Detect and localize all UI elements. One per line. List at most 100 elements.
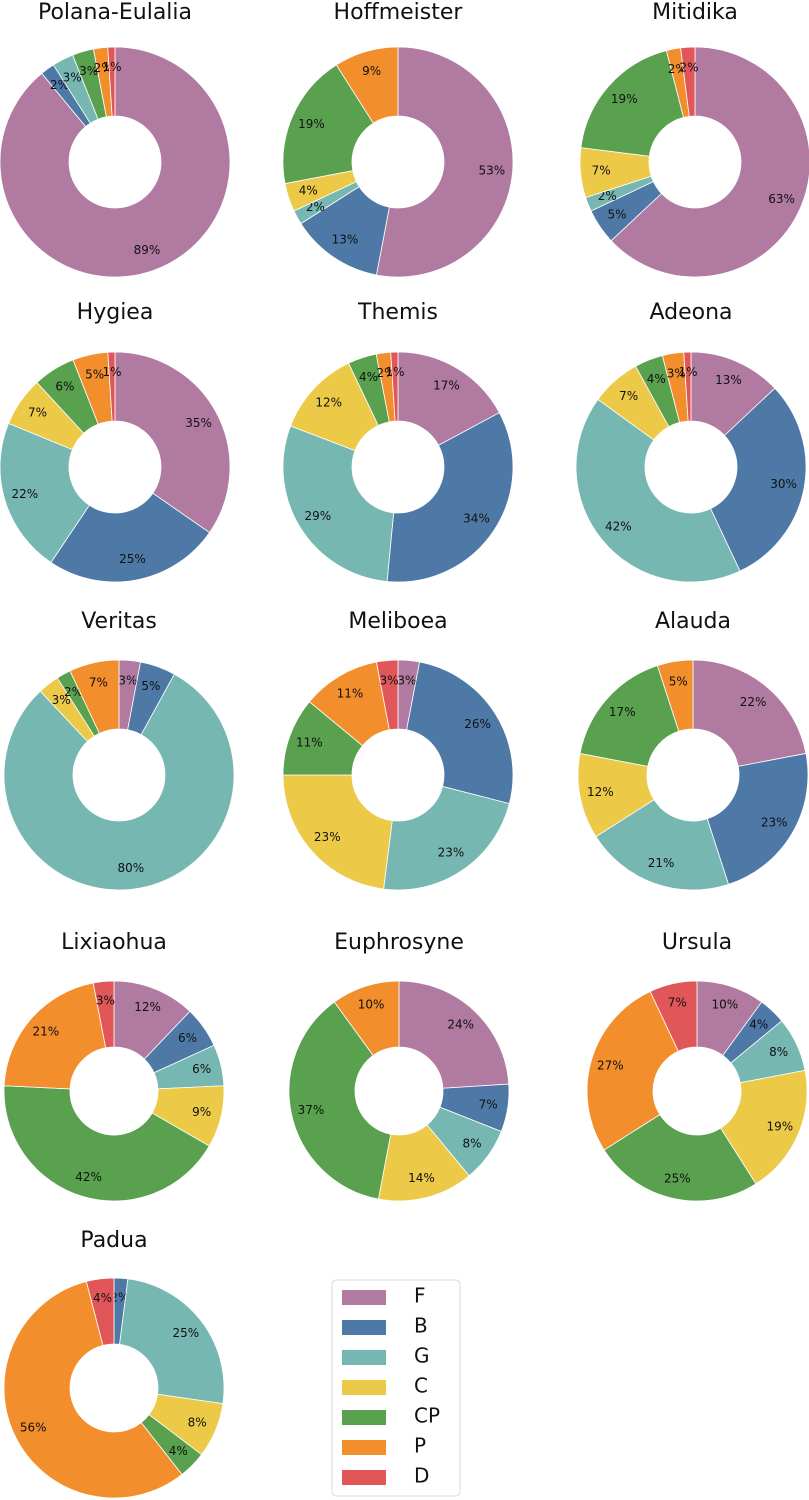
legend-label-c: C <box>414 1374 428 1398</box>
slice-label: 21% <box>32 1024 59 1038</box>
slice-f <box>0 46 231 278</box>
slice-p <box>3 1281 183 1499</box>
slice-d <box>375 659 399 731</box>
slice-label: 42% <box>75 1170 102 1184</box>
slice-label: 3% <box>118 674 137 688</box>
slice-label: 53% <box>479 163 506 177</box>
slice-label: 1% <box>103 60 122 74</box>
slice-label: 6% <box>192 1062 211 1076</box>
slice-label: 17% <box>433 379 460 393</box>
slice-label: 25% <box>172 1326 199 1340</box>
slice-label: 1% <box>385 365 404 379</box>
slice-f <box>397 351 500 446</box>
slice-label: 4% <box>299 184 318 198</box>
slice-f <box>398 980 510 1089</box>
slice-label: 4% <box>359 370 378 384</box>
slice-label: 13% <box>332 232 359 246</box>
slice-label: 6% <box>178 1031 197 1045</box>
slice-label: 80% <box>117 861 144 875</box>
slice-label: 14% <box>408 1171 435 1185</box>
legend-label-g: G <box>414 1344 430 1368</box>
slice-label: 29% <box>305 509 332 523</box>
legend-label-p: P <box>414 1434 426 1458</box>
slice-label: 3% <box>397 674 416 688</box>
slice-label: 10% <box>712 998 739 1012</box>
slice-g <box>0 422 90 564</box>
slice-label: 8% <box>188 1415 207 1429</box>
slice-label: 34% <box>463 512 490 526</box>
chart-title: Themis <box>357 300 438 325</box>
slice-label: 22% <box>740 695 767 709</box>
slice-d <box>92 980 115 1049</box>
donut-alauda: Alauda 22% 23% 21% 12% 17% 5% <box>577 609 809 891</box>
slice-label: 7% <box>668 995 687 1009</box>
slice-label: 23% <box>761 816 788 830</box>
slice-cp <box>603 1114 757 1202</box>
slice-p <box>656 659 694 732</box>
slice-label: 7% <box>592 163 611 177</box>
slice-label: 2% <box>680 60 699 74</box>
slice-p <box>333 980 400 1056</box>
donut-euphrosyne: Euphrosyne 24% 7% 8% 14% 37% 10% <box>288 930 510 1202</box>
slice-g <box>3 673 235 891</box>
slice-label: 7% <box>89 675 108 689</box>
slice-p <box>586 990 679 1151</box>
slice-label: 2% <box>668 62 687 76</box>
slice-label: 5% <box>669 674 688 688</box>
slice-d <box>85 1277 115 1346</box>
slice-label: 25% <box>119 552 146 566</box>
legend-label-d: D <box>414 1464 429 1488</box>
slice-p <box>3 982 107 1090</box>
legend-swatch-cp <box>342 1410 386 1425</box>
slice-label: 25% <box>664 1172 691 1186</box>
slice-label: 1% <box>679 365 698 379</box>
slice-label: 24% <box>447 1018 474 1032</box>
slice-label: 4% <box>749 1018 768 1032</box>
slice-label: 8% <box>462 1137 481 1151</box>
slice-label: 63% <box>768 192 795 206</box>
slice-label: 3% <box>79 64 98 78</box>
slice-label: 11% <box>296 736 323 750</box>
donut-hygiea: Hygiea 35% 25% 22% 7% 6% 5%1% <box>0 300 231 583</box>
slice-d <box>107 46 116 117</box>
slice-label: 11% <box>337 686 364 700</box>
slice-cp <box>580 50 685 157</box>
slice-g <box>595 799 730 891</box>
slice-c <box>720 1069 808 1185</box>
slice-label: 1% <box>103 365 122 379</box>
donut-ursula: Ursula 10% 4%8% 19% 25% 27% 7% <box>586 930 808 1202</box>
slice-label: 22% <box>11 487 38 501</box>
donut-adeona: Adeona 13% 30% 42% 7% 4% 3%1% <box>575 300 807 583</box>
legend-swatch-f <box>342 1290 386 1305</box>
chart-title: Euphrosyne <box>334 930 464 955</box>
chart-title: Lixiaohua <box>61 930 167 955</box>
slice-label: 3% <box>380 674 399 688</box>
slice-f <box>610 46 809 278</box>
slice-label: 2% <box>110 1290 129 1304</box>
slice-label: 30% <box>770 477 797 491</box>
legend-label-f: F <box>414 1284 426 1308</box>
slice-label: 19% <box>611 92 638 106</box>
chart-title: Ursula <box>662 930 732 955</box>
slice-d <box>649 980 698 1052</box>
slice-g <box>575 398 741 583</box>
slice-b <box>386 412 514 583</box>
slice-label: 19% <box>298 117 325 131</box>
legend-swatch-b <box>342 1320 386 1335</box>
legend-swatch-c <box>342 1380 386 1395</box>
slice-label: 13% <box>715 373 742 387</box>
slice-cp <box>579 665 680 767</box>
slice-b <box>710 387 807 572</box>
chart-title: Hygiea <box>77 300 154 325</box>
slice-label: 3% <box>52 693 71 707</box>
slice-label: 2% <box>94 61 113 75</box>
slice-label: 42% <box>605 520 632 534</box>
slice-label: 27% <box>597 1058 624 1072</box>
slice-d <box>107 351 116 422</box>
slice-p <box>335 46 399 124</box>
slice-p <box>69 659 120 734</box>
